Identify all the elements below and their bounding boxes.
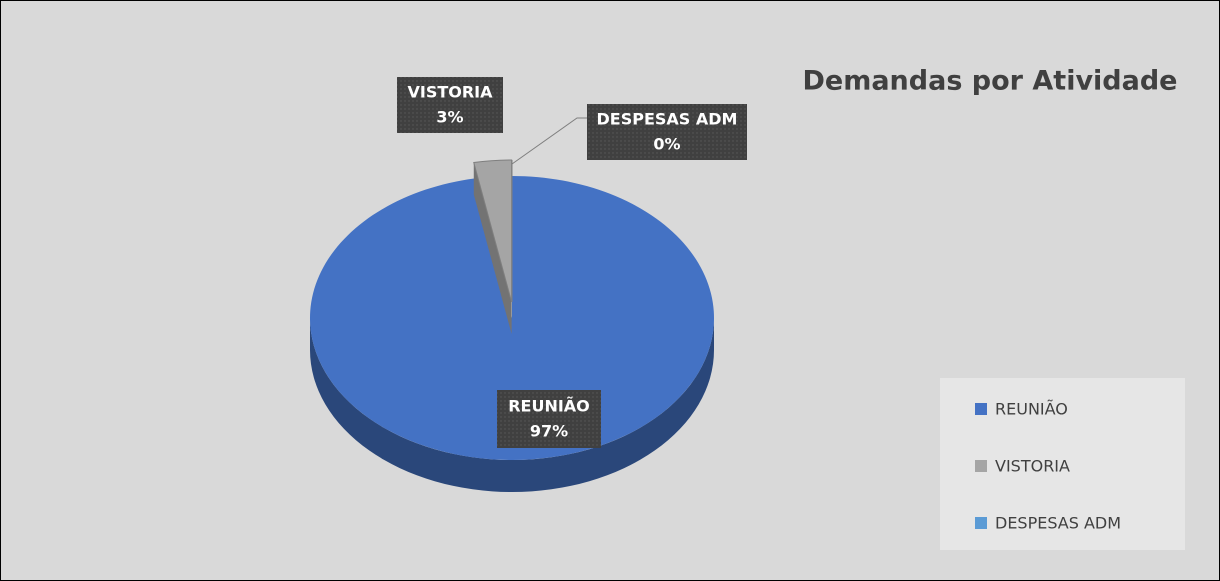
legend-label: REUNIÃO [995,400,1068,419]
legend-label: VISTORIA [995,457,1070,476]
leader-line [511,117,587,165]
data-label-box [497,390,601,448]
data-label-name: REUNIÃO [508,397,590,416]
pie-side [310,318,714,492]
data-label-box [587,104,747,160]
slice-side [473,162,512,334]
slice [309,176,714,461]
data-label-name: DESPESAS ADM [597,110,738,129]
legend-swatch [975,403,987,415]
data-label-value: 97% [530,422,568,441]
data-label-box [397,77,503,133]
chart-title: Demandas por Atividade [802,66,1177,97]
data-label-value: 3% [436,108,463,127]
data-label-value: 0% [653,135,680,154]
data-label-name: VISTORIA [407,83,493,102]
pie [309,159,714,492]
legend-label: DESPESAS ADM [995,514,1121,533]
legend-swatch [975,460,987,472]
legend-swatch [975,517,987,529]
